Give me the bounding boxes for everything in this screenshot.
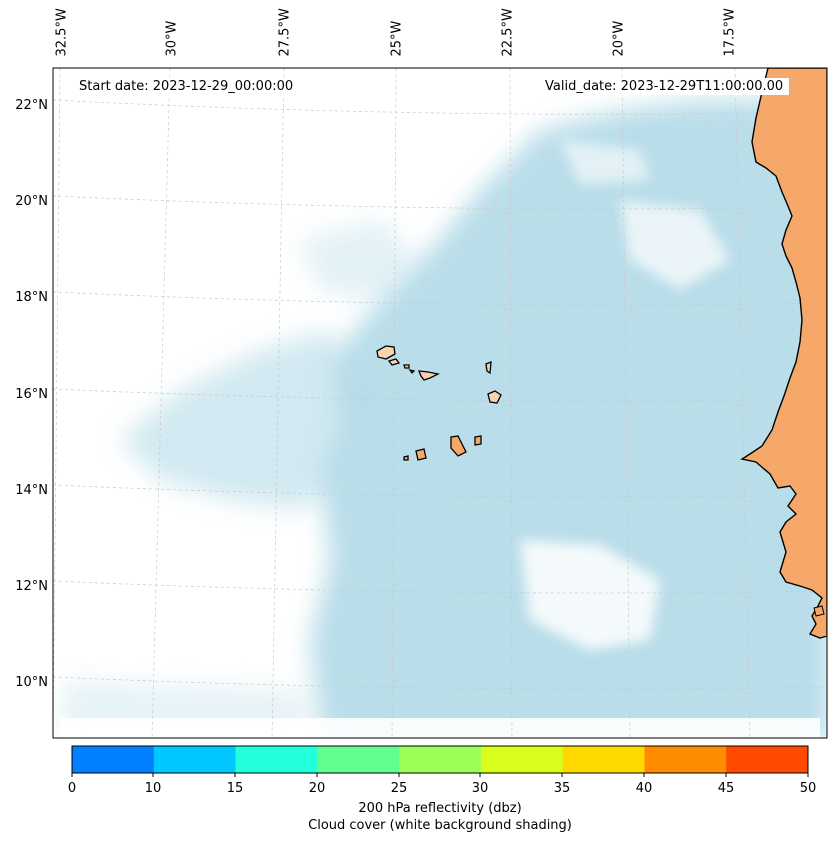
colorbar-segment	[644, 746, 727, 773]
colorbar-tick-label: 45	[717, 781, 735, 796]
lat-tick-label: 22°N	[15, 98, 48, 113]
colorbar-segment	[72, 746, 155, 773]
lat-tick-label: 20°N	[15, 194, 48, 209]
cloud-cover-shading	[60, 100, 827, 738]
colorbar-segment	[153, 746, 237, 773]
lat-tick-label: 12°N	[15, 579, 48, 594]
cape-verde-islands	[376, 345, 502, 461]
colorbar	[72, 746, 809, 773]
lat-tick-label: 10°N	[15, 675, 48, 690]
colorbar-segment	[317, 746, 400, 773]
gridlines	[53, 68, 827, 738]
colorbar-tick-label: 50	[799, 781, 817, 796]
colorbar-tick-label: 10	[144, 781, 162, 796]
colorbar-segment	[562, 746, 645, 773]
colorbar-tick-label: 25	[390, 781, 408, 796]
lon-tick-label: 20°W	[611, 20, 627, 57]
colorbar-segment	[399, 746, 482, 773]
lat-tick-label: 18°N	[15, 290, 48, 305]
valid-date-label: Valid_date: 2023-12-29T11:00:00.00	[539, 78, 790, 95]
colorbar-segment	[235, 746, 318, 773]
colorbar-frame	[71, 745, 809, 774]
colorbar-label-reflectivity: 200 hPa reflectivity (dbz)	[358, 801, 522, 816]
lat-tick-label: 14°N	[15, 483, 48, 498]
lat-tick-label: 16°N	[15, 387, 48, 402]
colorbar-tick-label: 20	[308, 781, 326, 796]
map-frame	[52, 67, 828, 739]
colorbar-tick-label: 0	[67, 781, 77, 796]
island-bijagos	[813, 605, 825, 617]
lon-tick-label: 32.5°W	[54, 8, 70, 57]
colorbar-tick-marks	[71, 773, 809, 777]
lon-tick-label: 22.5°W	[500, 8, 516, 57]
colorbar-tick-label: 30	[471, 781, 489, 796]
colorbar-segment	[480, 746, 564, 773]
start-date-label: Start date: 2023-12-29_00:00:00	[73, 78, 300, 95]
african-coast-land	[740, 68, 827, 639]
lon-tick-label: 30°W	[164, 20, 180, 57]
lon-tick-label: 27.5°W	[277, 8, 293, 57]
colorbar-tick-label: 40	[635, 781, 653, 796]
colorbar-tick-label: 35	[553, 781, 571, 796]
colorbar-label-cloud-cover: Cloud cover (white background shading)	[308, 818, 572, 833]
lon-tick-label: 25°W	[389, 20, 405, 57]
colorbar-segment	[726, 746, 809, 773]
lon-tick-label: 17.5°W	[722, 8, 738, 57]
colorbar-tick-label: 15	[226, 781, 244, 796]
